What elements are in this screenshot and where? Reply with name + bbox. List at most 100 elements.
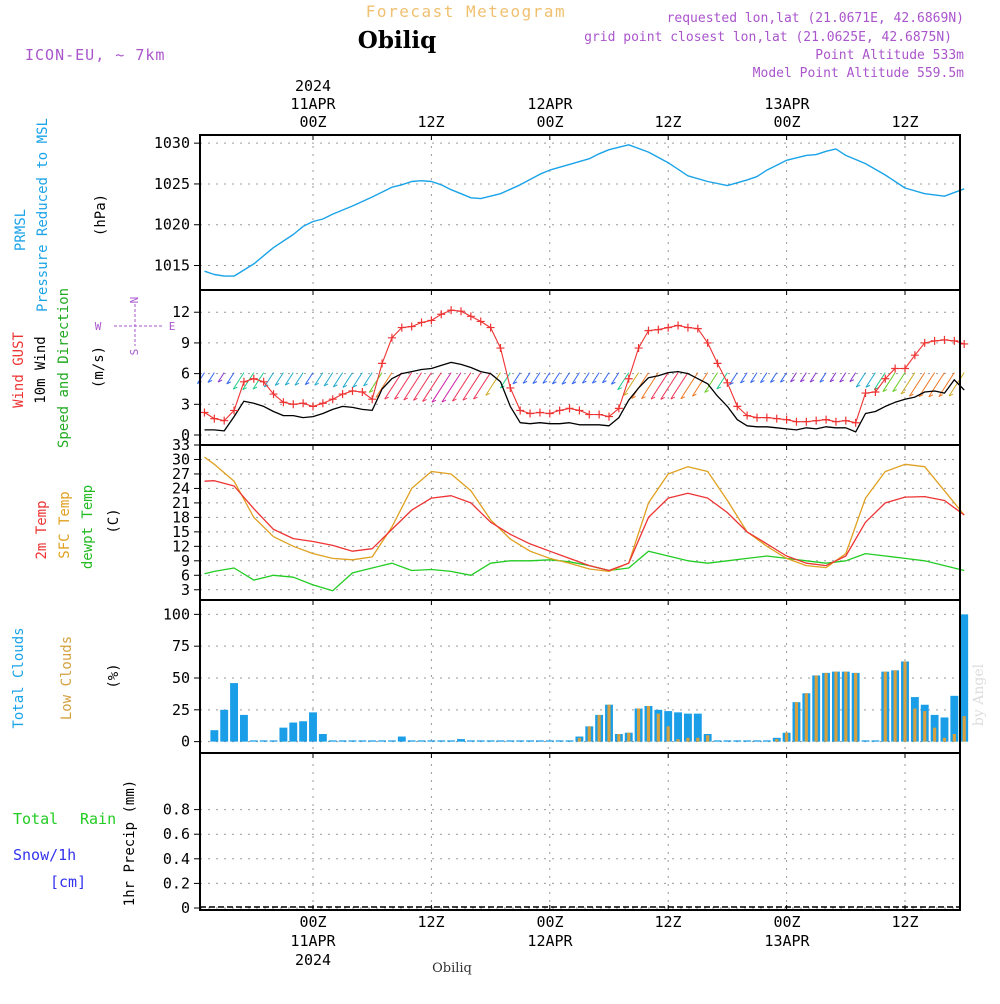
total-cloud-bar [950, 695, 959, 742]
wind-barb-head [900, 391, 906, 395]
total-cloud-bar [861, 740, 870, 742]
gust-marker [427, 316, 436, 325]
wind-barb-head [602, 380, 607, 384]
wind-barb-head [729, 382, 734, 386]
gust-marker [239, 377, 248, 386]
ytick-label-0: 1015 [154, 257, 190, 275]
wind-barb-head [592, 380, 597, 384]
total-cloud-bar [230, 683, 239, 742]
gust-marker [437, 310, 446, 319]
wind-barb-head [670, 396, 676, 400]
gust-marker [457, 307, 465, 316]
wind-barb [691, 372, 709, 397]
wind-barb-head [323, 383, 329, 387]
bottom-date-11apr: 11APR [290, 932, 336, 950]
gust-marker [782, 415, 791, 424]
wind-barb [294, 372, 304, 386]
10m-wind-label: 10m Wind [33, 336, 49, 403]
wind-barb-head [849, 379, 855, 383]
low-cloud-bar [893, 670, 897, 742]
top-date-13apr: 13APR [764, 95, 810, 113]
ytick-label-2: 18 [172, 508, 190, 526]
model-altitude: Model Point Altitude 559.5m [753, 66, 964, 81]
total-cloud-bar [960, 614, 969, 742]
wind-gust-line [204, 309, 965, 424]
wind-barb-head [740, 380, 745, 384]
bottom-year: 2024 [295, 951, 331, 969]
wind-barb-head [865, 384, 871, 388]
wind-barb [882, 372, 896, 392]
wind-barb [759, 372, 768, 383]
wind-barb-head [413, 397, 418, 401]
wind-barb [512, 372, 521, 385]
gust-marker [526, 409, 535, 418]
top-year: 2024 [295, 77, 331, 95]
wind-barb [948, 372, 965, 397]
gust-marker [575, 406, 584, 415]
total-cloud-bar [269, 740, 278, 742]
low-cloud-bar [607, 704, 611, 742]
wind-barb-head [716, 386, 722, 390]
wind-barb-head [692, 393, 697, 397]
wind-barb [865, 372, 876, 388]
wind-barb [928, 372, 945, 398]
gust-marker [496, 344, 505, 353]
wind-barb [332, 372, 344, 388]
total-cloud-bar [210, 730, 219, 742]
wind-barb [790, 372, 797, 383]
wind-barb [610, 372, 620, 385]
top-tick-12z-3: 12Z [891, 113, 918, 131]
total-cloud-bar [289, 722, 298, 742]
low-cloud-bar [883, 671, 887, 742]
total-cloud-bar [683, 713, 692, 742]
wind-barb [462, 372, 482, 401]
wind-barb-head [770, 379, 775, 383]
total-cloud-bar [486, 740, 495, 742]
low-cloud-bar [834, 671, 838, 742]
gust-marker [831, 417, 840, 426]
low-cloud-bar [696, 737, 700, 742]
low-clouds-label: Low Clouds [59, 636, 75, 720]
total-cloud-bar [387, 740, 396, 742]
low-cloud-bar [686, 737, 690, 742]
gust-marker [397, 323, 406, 332]
dewpt-temp-label: dewpt Temp [80, 485, 96, 569]
wind-barb [900, 372, 916, 395]
snow-unit-label: [cm] [50, 873, 86, 891]
gust-marker [614, 404, 623, 413]
gust-marker [733, 402, 742, 411]
ytick-label-0: 1025 [154, 175, 190, 193]
wind-barb-head [750, 380, 755, 384]
wind-gust-label: Wind GUST [11, 332, 27, 408]
wind-barb [413, 372, 432, 401]
total-label: Total [13, 810, 58, 828]
total-cloud-bar [674, 712, 683, 742]
total-cloud-bar [733, 740, 742, 742]
total-cloud-bar [457, 739, 465, 742]
wind-barb-head [207, 379, 213, 383]
total-cloud-bar [378, 740, 387, 742]
wind-barb-head [542, 380, 548, 384]
grid-point-coords: grid point closest lon,lat (21.0625E, 42… [584, 30, 952, 45]
wind-barb [522, 372, 531, 384]
gust-marker [289, 400, 298, 409]
ytick-label-2: 21 [172, 494, 190, 512]
wind-barb [769, 372, 778, 383]
bottom-tick-12z-1: 12Z [417, 913, 444, 931]
pressure-msl-label: Pressure Reduced to MSL [35, 118, 51, 312]
requested-coords: requested lon,lat (21.0671E, 42.6869N) [667, 11, 964, 26]
gust-marker [299, 399, 308, 408]
gust-marker [674, 321, 683, 330]
total-cloud-bar [239, 714, 248, 742]
wind-barb-head [394, 396, 399, 400]
forecast-title: Forecast Meteogram [366, 2, 566, 21]
wind-10m-line [204, 361, 965, 433]
gust-marker [476, 317, 485, 326]
wind-barb-head [441, 399, 447, 403]
gust-marker [812, 416, 821, 425]
gust-marker [535, 408, 544, 417]
bottom-tick-00z-3: 00Z [773, 913, 800, 931]
total-cloud-bar [220, 709, 229, 742]
low-cloud-bar [923, 711, 927, 742]
